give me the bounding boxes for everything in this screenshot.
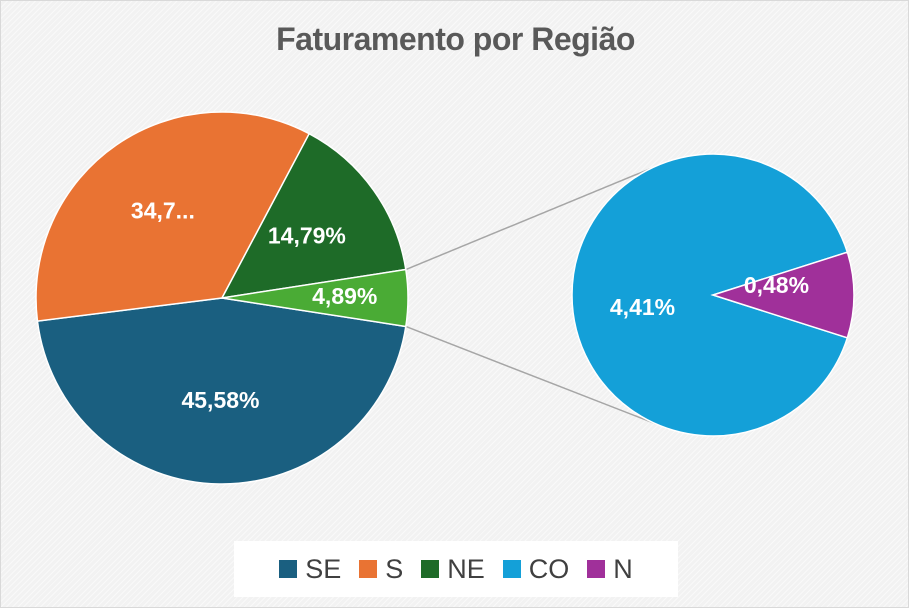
legend-swatch-n xyxy=(587,560,606,578)
data-label-se: 45,58% xyxy=(181,387,259,413)
legend-label-ne: NE xyxy=(447,553,485,584)
legend-item-n: N xyxy=(587,554,633,585)
legend-item-ne: NE xyxy=(421,554,485,585)
legend-swatch-se xyxy=(279,560,298,578)
legend-swatch-s xyxy=(359,560,378,578)
legend-item-co: CO xyxy=(502,553,570,585)
connector-line-top xyxy=(405,160,669,271)
chart-title: Faturamento por Região xyxy=(276,21,635,57)
slice-ne xyxy=(220,132,407,299)
legend-item-se: SE xyxy=(279,554,341,585)
legend-swatch-ne xyxy=(421,560,440,578)
slice-n xyxy=(710,251,855,339)
legend: SE S NE CO N xyxy=(234,541,678,597)
legend-label-n: N xyxy=(613,553,633,584)
slice-s xyxy=(35,111,311,322)
data-label-ne: 14,79% xyxy=(268,223,346,249)
slice-other-group xyxy=(221,268,409,328)
data-label-co: 4,41% xyxy=(610,294,675,320)
legend-swatch-co xyxy=(502,560,521,578)
legend-label-s: S xyxy=(385,553,404,584)
slice-se xyxy=(36,297,407,485)
data-label-other-group: 4,89% xyxy=(312,283,377,309)
legend-item-s: S xyxy=(359,554,403,585)
legend-label-se: SE xyxy=(305,553,342,584)
connector-line-bottom xyxy=(405,325,669,430)
data-label-s: 34,7... xyxy=(131,197,195,223)
legend-label-co: CO xyxy=(528,553,570,584)
slice-co xyxy=(571,153,849,437)
data-label-n: 0,48% xyxy=(744,272,809,298)
